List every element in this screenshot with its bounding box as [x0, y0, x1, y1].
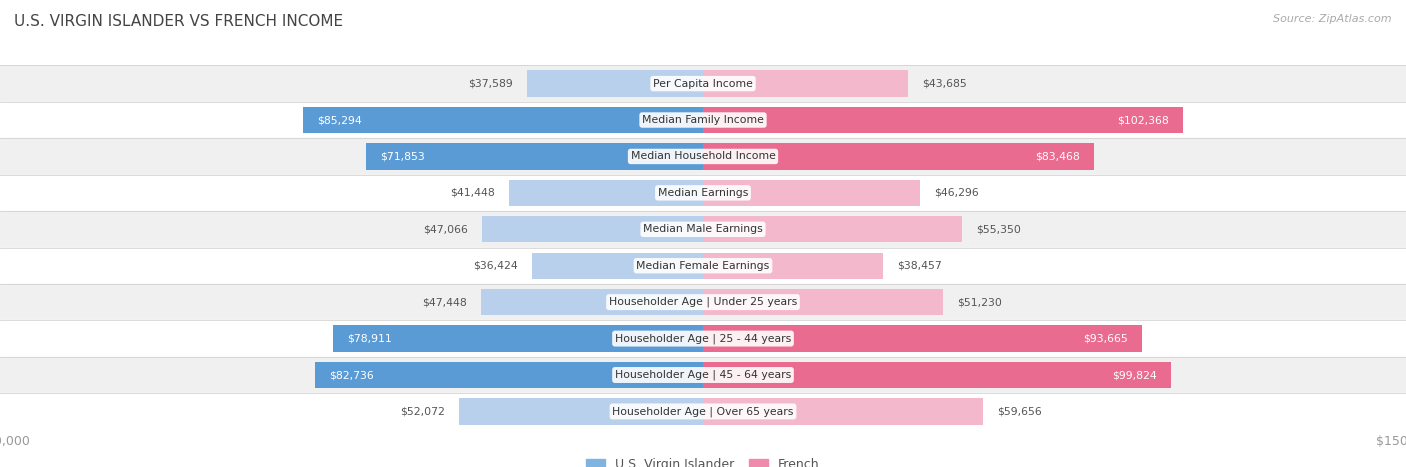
Bar: [481, 289, 703, 315]
Bar: [533, 253, 703, 279]
Text: $51,230: $51,230: [957, 297, 1002, 307]
Text: $46,296: $46,296: [934, 188, 979, 198]
Text: U.S. VIRGIN ISLANDER VS FRENCH INCOME: U.S. VIRGIN ISLANDER VS FRENCH INCOME: [14, 14, 343, 29]
Bar: [703, 398, 983, 425]
Text: Median Household Income: Median Household Income: [630, 151, 776, 162]
Text: Householder Age | 25 - 44 years: Householder Age | 25 - 44 years: [614, 333, 792, 344]
Text: Source: ZipAtlas.com: Source: ZipAtlas.com: [1274, 14, 1392, 24]
Legend: U.S. Virgin Islander, French: U.S. Virgin Islander, French: [586, 458, 820, 467]
Bar: [703, 362, 1171, 388]
Bar: [0, 65, 1406, 102]
Text: Per Capita Income: Per Capita Income: [652, 78, 754, 89]
Bar: [703, 289, 943, 315]
Bar: [0, 357, 1406, 393]
Bar: [333, 325, 703, 352]
Text: $93,665: $93,665: [1083, 333, 1128, 344]
Text: Householder Age | Under 25 years: Householder Age | Under 25 years: [609, 297, 797, 307]
Text: $59,656: $59,656: [997, 406, 1042, 417]
Text: $85,294: $85,294: [318, 115, 363, 125]
Bar: [703, 71, 908, 97]
Text: $41,448: $41,448: [450, 188, 495, 198]
Text: Householder Age | 45 - 64 years: Householder Age | 45 - 64 years: [614, 370, 792, 380]
Bar: [703, 107, 1182, 133]
Text: $47,066: $47,066: [423, 224, 468, 234]
Text: Householder Age | Over 65 years: Householder Age | Over 65 years: [612, 406, 794, 417]
Bar: [304, 107, 703, 133]
Bar: [315, 362, 703, 388]
Text: $99,824: $99,824: [1112, 370, 1157, 380]
Text: Median Male Earnings: Median Male Earnings: [643, 224, 763, 234]
Bar: [0, 320, 1406, 357]
Bar: [0, 393, 1406, 430]
Text: $55,350: $55,350: [976, 224, 1021, 234]
Text: $78,911: $78,911: [347, 333, 392, 344]
Text: $38,457: $38,457: [897, 261, 942, 271]
Text: $83,468: $83,468: [1035, 151, 1080, 162]
Text: Median Earnings: Median Earnings: [658, 188, 748, 198]
Text: $47,448: $47,448: [422, 297, 467, 307]
Bar: [366, 143, 703, 170]
Bar: [703, 253, 883, 279]
Text: $52,072: $52,072: [401, 406, 444, 417]
Bar: [703, 180, 920, 206]
Text: $82,736: $82,736: [329, 370, 374, 380]
Text: $43,685: $43,685: [922, 78, 966, 89]
Text: $36,424: $36,424: [474, 261, 519, 271]
Bar: [703, 216, 962, 242]
Bar: [458, 398, 703, 425]
Text: $71,853: $71,853: [380, 151, 425, 162]
Bar: [703, 143, 1094, 170]
Text: Median Female Earnings: Median Female Earnings: [637, 261, 769, 271]
Text: Median Family Income: Median Family Income: [643, 115, 763, 125]
Bar: [0, 138, 1406, 175]
Bar: [703, 325, 1142, 352]
Bar: [0, 284, 1406, 320]
Bar: [527, 71, 703, 97]
Bar: [509, 180, 703, 206]
Bar: [482, 216, 703, 242]
Text: $37,589: $37,589: [468, 78, 513, 89]
Text: $102,368: $102,368: [1116, 115, 1168, 125]
Bar: [0, 248, 1406, 284]
Bar: [0, 211, 1406, 248]
Bar: [0, 102, 1406, 138]
Bar: [0, 175, 1406, 211]
